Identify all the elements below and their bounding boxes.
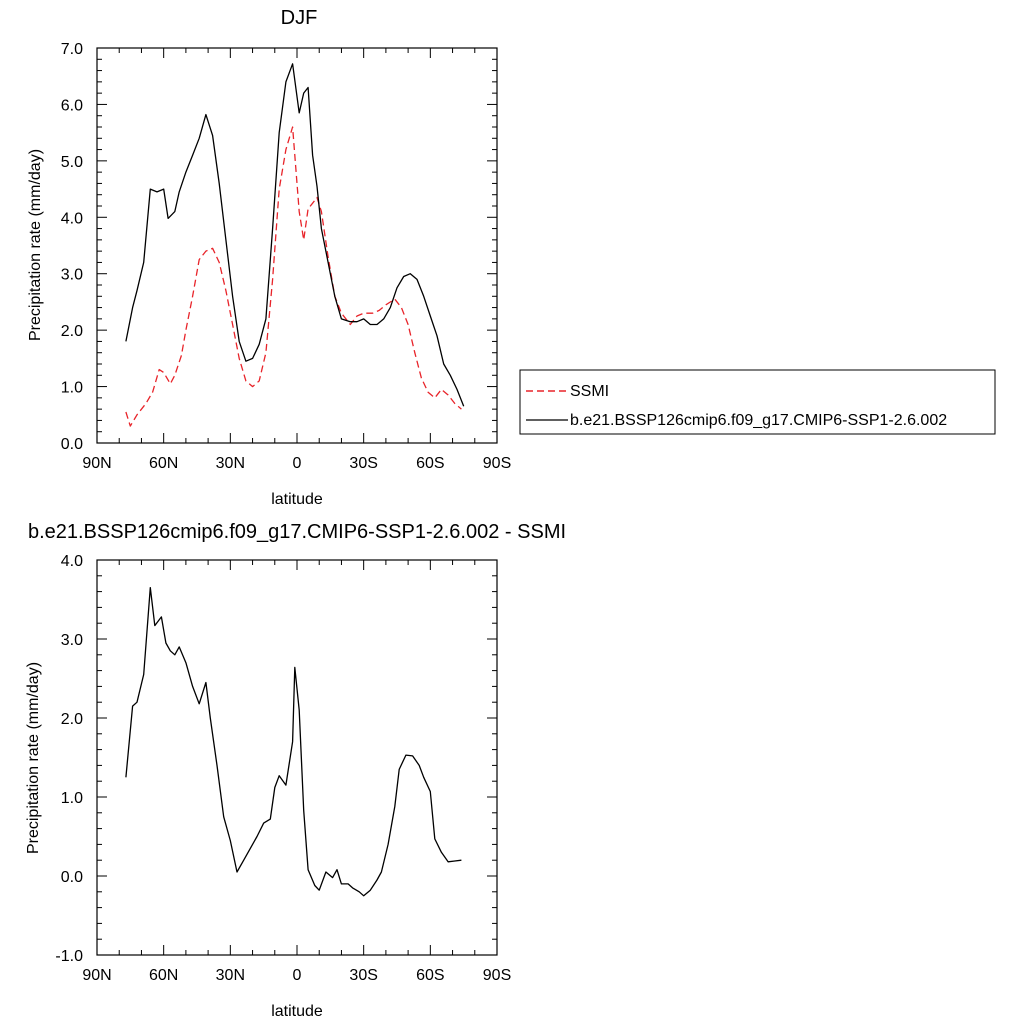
y-tick-label: 6.0: [61, 97, 83, 114]
y-tick-label: 3.0: [61, 632, 83, 649]
series-line-difference: [125, 586, 462, 897]
chart-panel-difference: b.e21.BSSP126cmip6.f09_g17.CMIP6-SSP1-2.…: [25, 521, 566, 1020]
y-tick-label: 5.0: [61, 154, 83, 171]
x-tick-label: 30N: [216, 455, 245, 472]
plot-frame: [96, 47, 498, 444]
y-tick-label: 4.0: [61, 553, 83, 570]
x-tick-label: 0: [293, 967, 302, 984]
y-tick-label: 3.0: [61, 267, 83, 284]
legend-label-model: b.e21.BSSP126cmip6.f09_g17.CMIP6-SSP1-2.…: [570, 412, 947, 429]
x-axis-label: latitude: [271, 1003, 323, 1020]
legend-label-ssmi: SSMI: [570, 383, 609, 400]
x-tick-label: 60N: [149, 455, 178, 472]
x-tick-label: 30S: [349, 967, 377, 984]
y-tick-label: 1.0: [61, 380, 83, 397]
y-axis-label: Precipitation rate (mm/day): [25, 662, 42, 854]
grid-lines: [96, 47, 498, 444]
y-tick-label: 0.0: [61, 869, 83, 886]
series-group: [125, 63, 465, 427]
grid-lines: [96, 559, 498, 956]
x-tick-label: 90S: [483, 455, 511, 472]
x-tick-label: 0: [293, 455, 302, 472]
y-tick-label: -1.0: [55, 948, 83, 965]
series-line-model: [125, 63, 465, 407]
y-tick-label: 0.0: [61, 436, 83, 453]
x-tick-label: 60S: [416, 455, 444, 472]
y-tick-label: 2.0: [61, 711, 83, 728]
series-group: [125, 586, 462, 897]
y-axis-label: Precipitation rate (mm/day): [27, 149, 44, 341]
x-tick-label: 60S: [416, 967, 444, 984]
x-tick-label: 60N: [149, 967, 178, 984]
x-tick-label: 30S: [349, 455, 377, 472]
chart-panel-djf: DJF 90N 60N 30N 0 30S 60S 90S 0.0 1.0 2.0 3.0 4.0 5.…: [27, 7, 996, 508]
tick-labels: 90N 60N 30N 0 30S 60S 90S 0.0 1.0 2.0 3.0 4.0 5.0 6.0…: [61, 41, 511, 472]
x-tick-label: 90N: [82, 455, 111, 472]
y-tick-label: 1.0: [61, 790, 83, 807]
legend-box: [519, 369, 996, 435]
x-axis-label: latitude: [271, 491, 323, 508]
y-tick-label: 7.0: [61, 41, 83, 58]
chart-title: DJF: [281, 7, 318, 29]
plot-frame: [96, 559, 498, 956]
tick-labels: 90N 60N 30N 0 30S 60S 90S -1.0 0.0 1.0 2.0 3.0 4.0: [55, 553, 511, 984]
x-tick-label: 30N: [216, 967, 245, 984]
y-tick-label: 4.0: [61, 210, 83, 227]
legend: SSMI b.e21.BSSP126cmip6.f09_g17.CMIP6-SS…: [519, 369, 996, 435]
x-tick-label: 90N: [82, 967, 111, 984]
x-tick-label: 90S: [483, 967, 511, 984]
series-line-ssmi: [125, 126, 462, 427]
chart-title: b.e21.BSSP126cmip6.f09_g17.CMIP6-SSP1-2.…: [28, 521, 566, 543]
y-tick-label: 2.0: [61, 323, 83, 340]
